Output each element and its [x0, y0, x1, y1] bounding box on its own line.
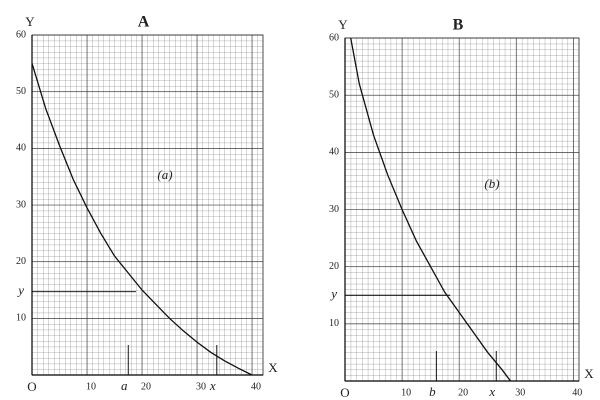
origin-label: O	[340, 385, 349, 400]
y-tick-label: 20	[329, 261, 339, 272]
x-axis-label: X	[584, 366, 594, 381]
y-axis-label: Y	[25, 14, 35, 29]
y-tick-label: 60	[16, 29, 26, 40]
curve	[350, 37, 512, 382]
marker-label: y	[16, 283, 24, 298]
x-tick-label: 10	[86, 381, 96, 392]
y-tick-label: 10	[329, 318, 339, 329]
y-tick-label: 50	[329, 89, 339, 100]
y-tick-label: 40	[329, 147, 339, 158]
marker-label: x	[209, 378, 216, 393]
x-tick-label: 20	[458, 387, 468, 398]
y-tick-label: 30	[16, 199, 26, 210]
chart-title: A	[138, 14, 150, 31]
x-tick-label: 10	[401, 387, 411, 398]
x-tick-label: 30	[196, 381, 206, 392]
x-tick-label: 30	[515, 387, 525, 398]
y-tick-label: 30	[329, 204, 339, 215]
x-tick-label: 20	[141, 381, 151, 392]
y-tick-label: 40	[16, 143, 26, 154]
y-axis-label: Y	[338, 17, 348, 32]
y-tick-label: 60	[329, 32, 339, 43]
curve	[31, 63, 253, 376]
x-tick-label: 40	[572, 387, 582, 398]
annotation: (b)	[484, 176, 499, 191]
y-tick-label: 20	[16, 256, 26, 267]
y-tick-label: 10	[16, 313, 26, 324]
y-tick-label: 50	[16, 86, 26, 97]
chart-title: B	[453, 17, 464, 34]
marker-label: x	[488, 384, 495, 399]
marker-label: a	[121, 378, 128, 393]
origin-label: O	[27, 379, 36, 394]
marker-label: y	[329, 286, 337, 301]
x-axis-label: X	[268, 360, 278, 375]
annotation: (a)	[157, 167, 172, 182]
marker-label: b	[429, 384, 436, 399]
x-tick-label: 40	[251, 381, 261, 392]
